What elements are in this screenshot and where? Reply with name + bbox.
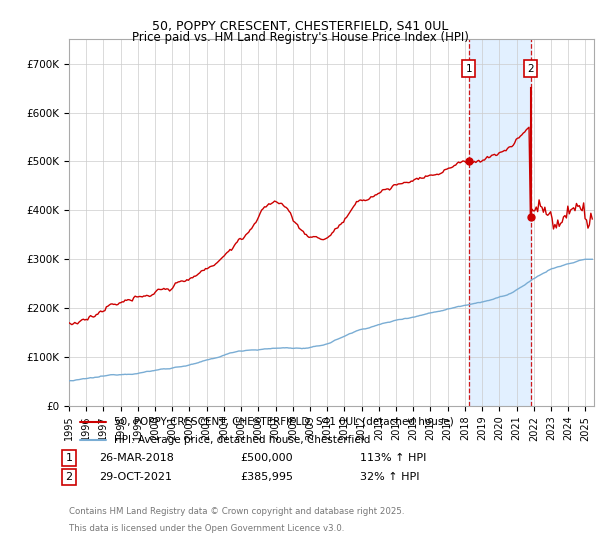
Text: 50, POPPY CRESCENT, CHESTERFIELD, S41 0UL (detached house): 50, POPPY CRESCENT, CHESTERFIELD, S41 0U… bbox=[113, 417, 454, 427]
Text: Price paid vs. HM Land Registry's House Price Index (HPI): Price paid vs. HM Land Registry's House … bbox=[131, 31, 469, 44]
Text: 29-OCT-2021: 29-OCT-2021 bbox=[99, 472, 172, 482]
Text: 1: 1 bbox=[65, 453, 73, 463]
Text: 2: 2 bbox=[65, 472, 73, 482]
Text: Contains HM Land Registry data © Crown copyright and database right 2025.: Contains HM Land Registry data © Crown c… bbox=[69, 507, 404, 516]
Text: 113% ↑ HPI: 113% ↑ HPI bbox=[360, 453, 427, 463]
Text: 50, POPPY CRESCENT, CHESTERFIELD, S41 0UL: 50, POPPY CRESCENT, CHESTERFIELD, S41 0U… bbox=[152, 20, 448, 32]
Text: HPI: Average price, detached house, Chesterfield: HPI: Average price, detached house, Ches… bbox=[113, 435, 370, 445]
Text: £385,995: £385,995 bbox=[240, 472, 293, 482]
Text: 32% ↑ HPI: 32% ↑ HPI bbox=[360, 472, 419, 482]
Text: This data is licensed under the Open Government Licence v3.0.: This data is licensed under the Open Gov… bbox=[69, 524, 344, 533]
Bar bbox=[469, 39, 531, 406]
Text: 1: 1 bbox=[466, 63, 472, 73]
Text: £500,000: £500,000 bbox=[240, 453, 293, 463]
Text: 26-MAR-2018: 26-MAR-2018 bbox=[99, 453, 174, 463]
Text: 2: 2 bbox=[527, 63, 534, 73]
